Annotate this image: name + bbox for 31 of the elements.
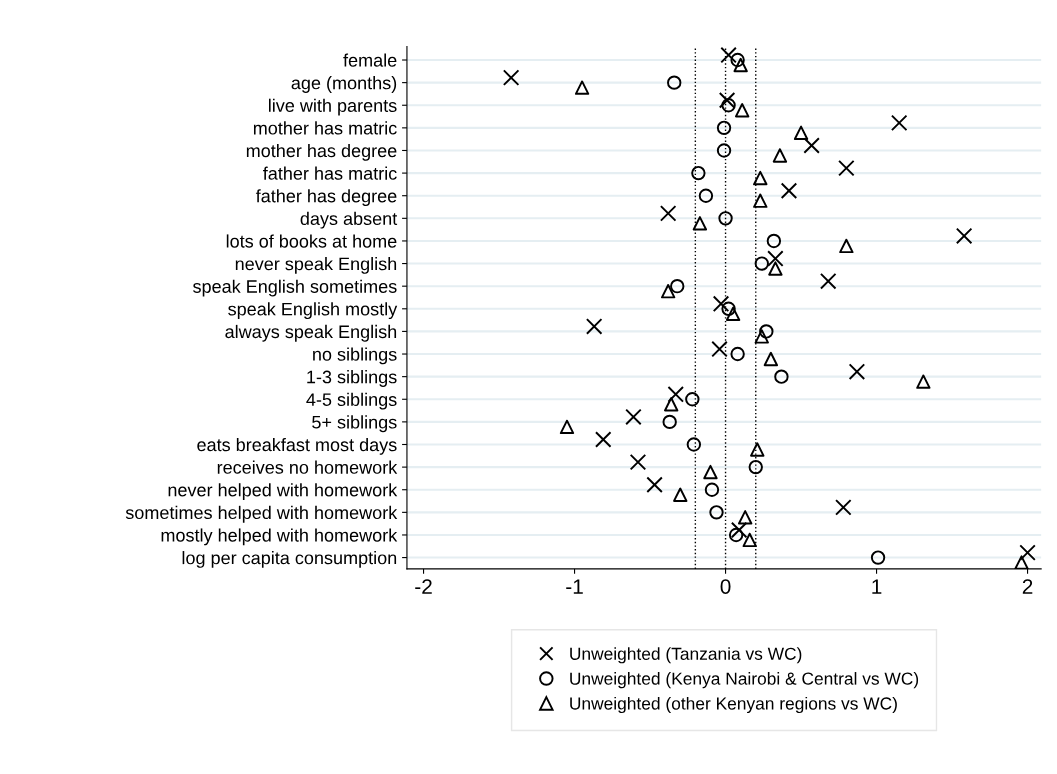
y-tick-label: 4-5 siblings	[306, 392, 397, 410]
y-tick-label: receives no homework	[217, 460, 398, 474]
y-tick-label: speak English mostly	[228, 302, 398, 320]
x-tick-label: -1	[566, 579, 583, 594]
y-tick-label: never speak English	[235, 257, 397, 274]
x-tick-label: 0	[720, 579, 731, 594]
x-tick-label: 2	[1022, 579, 1033, 594]
legend-label: Unweighted (Tanzania vs WC)	[570, 647, 802, 664]
y-tick-label: mostly helped with homework	[161, 528, 398, 546]
legend-label: Unweighted (other Kenyan regions vs WC)	[570, 696, 897, 714]
y-tick-label: live with parents	[268, 98, 397, 116]
y-tick-label: mother has matric	[253, 121, 397, 135]
legend-label: Unweighted (Kenya Nairobi & Central vs WC)	[570, 672, 919, 689]
y-tick-label: sometimes helped with homework	[125, 505, 398, 523]
y-tick-label: age (months)	[291, 76, 397, 93]
y-tick-label: never helped with homework	[168, 483, 398, 501]
x-tick-label: -2	[415, 579, 432, 594]
y-tick-label: log per capita consumption	[182, 551, 397, 568]
y-tick-label: father has matric	[263, 166, 397, 180]
y-tick-label: no siblings	[313, 347, 397, 365]
y-tick-label: 5+ siblings	[312, 415, 397, 433]
y-tick-label: lots of books at home	[226, 234, 397, 248]
y-tick-label: days absent	[300, 211, 398, 229]
y-tick-label: always speak English	[225, 324, 397, 342]
y-tick-label: speak English sometimes	[193, 279, 397, 297]
y-tick-label: father has degree	[255, 189, 397, 206]
y-tick-label: eats breakfast most days	[197, 437, 397, 455]
x-tick-label: 1	[872, 579, 882, 594]
y-tick-label: 1-3 siblings	[307, 370, 397, 387]
y-tick-label: female	[343, 53, 397, 67]
y-tick-label: mother has degree	[246, 143, 397, 161]
